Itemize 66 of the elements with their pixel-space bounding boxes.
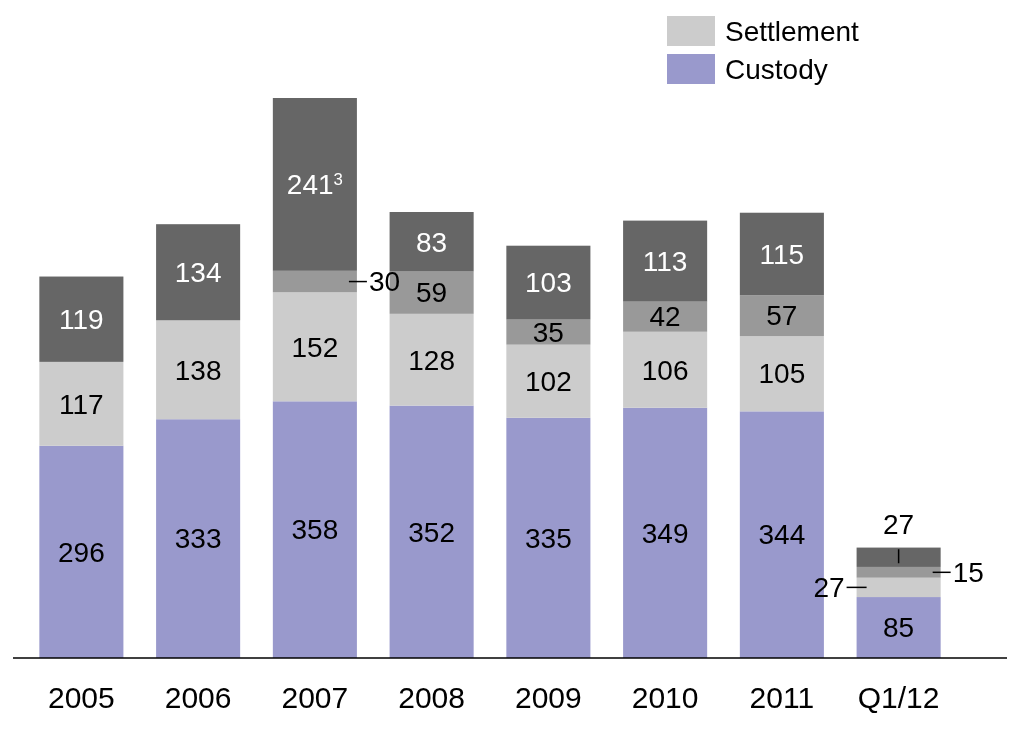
data-label: 152: [291, 331, 339, 363]
legend-label: Settlement: [725, 15, 860, 47]
bar: [623, 220, 708, 302]
x-tick-label: 2009: [515, 681, 582, 714]
data-label: 15: [952, 557, 984, 589]
bar: [156, 320, 241, 420]
data-label: 105: [758, 358, 806, 390]
bar: [739, 212, 824, 296]
legend-label: Custody: [725, 53, 828, 85]
bar: [506, 245, 591, 320]
x-tick-label: 2008: [398, 681, 465, 714]
x-tick-label: 2006: [164, 681, 232, 714]
data-label: 27: [813, 572, 845, 604]
x-tick-label: 2010: [631, 681, 699, 714]
bar: [506, 417, 591, 658]
data-label: 344: [758, 519, 806, 551]
data-label: 128: [408, 344, 455, 376]
bar: [272, 401, 357, 658]
bar: [739, 336, 824, 412]
data-label: 27: [883, 508, 915, 540]
data-label: 115: [759, 238, 805, 270]
data-label: 30: [368, 266, 401, 298]
bar: [506, 344, 591, 418]
data-label: 134: [174, 257, 222, 289]
bar: [272, 292, 357, 402]
bar: [272, 270, 357, 293]
data-label: 42: [649, 301, 681, 333]
data-label: 117: [59, 388, 104, 420]
data-label: 85: [883, 612, 915, 644]
bar: [623, 331, 708, 408]
data-label: 102: [525, 366, 572, 398]
bar: [856, 597, 941, 658]
bar: [739, 295, 824, 337]
bar: [39, 445, 124, 658]
data-label: 59: [416, 277, 448, 309]
data-label: 57: [766, 300, 798, 332]
data-label: 352: [408, 516, 455, 548]
bar: [39, 276, 124, 362]
data-label: 113: [642, 245, 688, 277]
data-label: 119: [59, 304, 104, 335]
data-label: 296: [58, 536, 105, 568]
bar: [623, 407, 708, 658]
bar: [272, 98, 357, 271]
bar: [156, 224, 241, 321]
bar: [856, 577, 941, 598]
data-label: 138: [174, 354, 222, 386]
data-label: 103: [525, 267, 572, 299]
data-label: 106: [641, 354, 689, 386]
bar: [39, 361, 124, 446]
bar: [389, 212, 474, 272]
bar: [856, 547, 941, 567]
x-tick-label: 2011: [749, 681, 815, 714]
x-tick-label: 2005: [48, 681, 115, 714]
data-label: 83: [416, 226, 448, 258]
data-label: 358: [291, 514, 339, 546]
data-label: 333: [174, 523, 222, 555]
x-tick-label: Q1/12: [857, 681, 940, 714]
bar: [856, 566, 941, 578]
data-label: 349: [641, 517, 689, 549]
x-tick-label: 2007: [281, 681, 349, 714]
bar: [389, 405, 474, 658]
bar: [389, 313, 474, 406]
data-label: 335: [525, 522, 572, 554]
data-label: 241$^{3}$: [286, 169, 343, 201]
data-label: 35: [532, 316, 564, 348]
bar: [156, 419, 241, 658]
